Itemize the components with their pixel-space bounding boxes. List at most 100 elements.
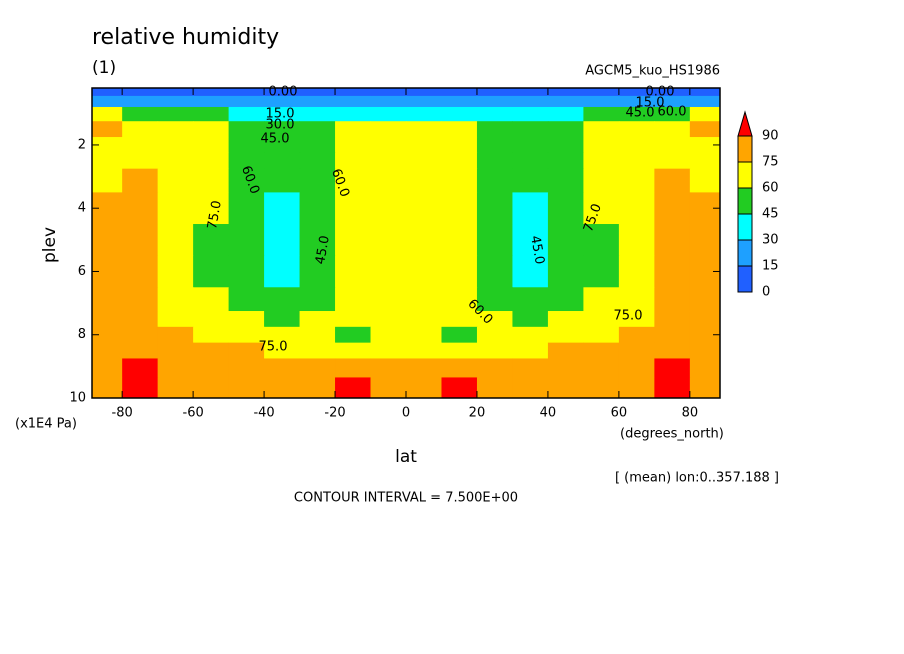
field-cell bbox=[583, 88, 620, 97]
field-cell bbox=[157, 95, 194, 108]
x-units: (degrees_north) bbox=[620, 427, 724, 442]
field-cell bbox=[547, 255, 584, 288]
field-cell bbox=[370, 106, 407, 122]
field-cell bbox=[618, 326, 655, 344]
field-cell bbox=[193, 342, 230, 359]
contour-label: 45.0 bbox=[527, 234, 547, 265]
field-cell bbox=[122, 358, 159, 378]
field-cell bbox=[299, 224, 336, 257]
field-cell bbox=[299, 106, 336, 122]
field-cell bbox=[476, 106, 513, 122]
field-cell bbox=[335, 377, 372, 399]
field-cell bbox=[583, 377, 620, 399]
field-cell bbox=[406, 287, 442, 312]
y-units: (x1E4 Pa) bbox=[15, 417, 77, 432]
field-cell bbox=[406, 137, 442, 154]
field-cell bbox=[583, 326, 620, 344]
field-cell bbox=[441, 106, 478, 122]
field-cell bbox=[583, 168, 620, 193]
field-cell bbox=[583, 342, 620, 359]
field-cell bbox=[122, 95, 159, 108]
field-cell bbox=[299, 342, 336, 359]
y-tick-label: 6 bbox=[78, 264, 86, 279]
field-cell bbox=[689, 168, 721, 193]
field-cell bbox=[370, 287, 407, 312]
field-cell bbox=[654, 152, 691, 170]
field-cell bbox=[583, 137, 620, 154]
field-cell bbox=[618, 342, 655, 359]
colorbar-box bbox=[737, 135, 753, 163]
field-cell bbox=[157, 377, 194, 399]
x-tick-label: 40 bbox=[540, 406, 557, 421]
field-cell bbox=[618, 88, 655, 97]
field-cell bbox=[441, 255, 478, 288]
field-cell bbox=[228, 377, 265, 399]
field-cell bbox=[689, 121, 721, 138]
field-cell bbox=[122, 311, 159, 328]
field-cell bbox=[547, 311, 584, 328]
field-cell bbox=[92, 95, 123, 108]
x-tick-label: -20 bbox=[324, 406, 345, 421]
field-cell bbox=[228, 95, 265, 108]
field-cell bbox=[228, 224, 265, 257]
field-cell bbox=[335, 137, 372, 154]
field-cell bbox=[299, 192, 336, 225]
field-cell bbox=[228, 342, 265, 359]
field-cell bbox=[654, 255, 691, 288]
field-cell bbox=[228, 137, 265, 154]
field-cell bbox=[547, 192, 584, 225]
field-cell bbox=[547, 121, 584, 138]
field-cell bbox=[618, 137, 655, 154]
field-cell bbox=[512, 377, 549, 399]
field-cell bbox=[512, 168, 549, 193]
field-cell bbox=[193, 88, 230, 97]
field-cell bbox=[335, 95, 372, 108]
field-cell bbox=[547, 342, 584, 359]
field-cell bbox=[618, 106, 655, 122]
field-cell bbox=[264, 137, 301, 154]
field-cell bbox=[228, 88, 265, 97]
field-cell bbox=[193, 168, 230, 193]
field-cell bbox=[618, 95, 655, 108]
field-cell bbox=[476, 192, 513, 225]
field-cell bbox=[547, 88, 584, 97]
field bbox=[92, 88, 721, 399]
contour-label: 15.0 bbox=[636, 96, 665, 111]
field-cell bbox=[654, 95, 691, 108]
field-cell bbox=[689, 358, 721, 378]
field-cell bbox=[193, 326, 230, 344]
field-cell bbox=[193, 358, 230, 378]
field-cell bbox=[689, 152, 721, 170]
field-cell bbox=[476, 311, 513, 328]
field-cell bbox=[689, 377, 721, 399]
field-cell bbox=[512, 152, 549, 170]
field-cell bbox=[441, 377, 478, 399]
subtitle: (1) bbox=[92, 58, 116, 78]
field-cell bbox=[157, 88, 194, 97]
colorbar-triangle bbox=[737, 110, 753, 137]
field-cell bbox=[406, 342, 442, 359]
field-cell bbox=[370, 95, 407, 108]
field-cell bbox=[157, 326, 194, 344]
field-cell bbox=[370, 358, 407, 378]
field-cell bbox=[157, 121, 194, 138]
field-cell bbox=[476, 95, 513, 108]
field-cell bbox=[157, 152, 194, 170]
contour-label: 30.0 bbox=[266, 118, 295, 133]
field-cell bbox=[92, 287, 123, 312]
field-cell bbox=[476, 377, 513, 399]
y-tick-label: 2 bbox=[78, 137, 86, 152]
field-cell bbox=[335, 121, 372, 138]
field-cell bbox=[583, 358, 620, 378]
field-cell bbox=[654, 192, 691, 225]
field-cell bbox=[689, 287, 721, 312]
y-tick-label: 8 bbox=[78, 327, 86, 342]
field-cell bbox=[122, 255, 159, 288]
field-cell bbox=[264, 326, 301, 344]
x-tick-label: -40 bbox=[253, 406, 274, 421]
field-cell bbox=[583, 152, 620, 170]
contour-label: 45.0 bbox=[626, 106, 655, 121]
field-cell bbox=[122, 224, 159, 257]
field-cell bbox=[264, 287, 301, 312]
field-cell bbox=[157, 255, 194, 288]
